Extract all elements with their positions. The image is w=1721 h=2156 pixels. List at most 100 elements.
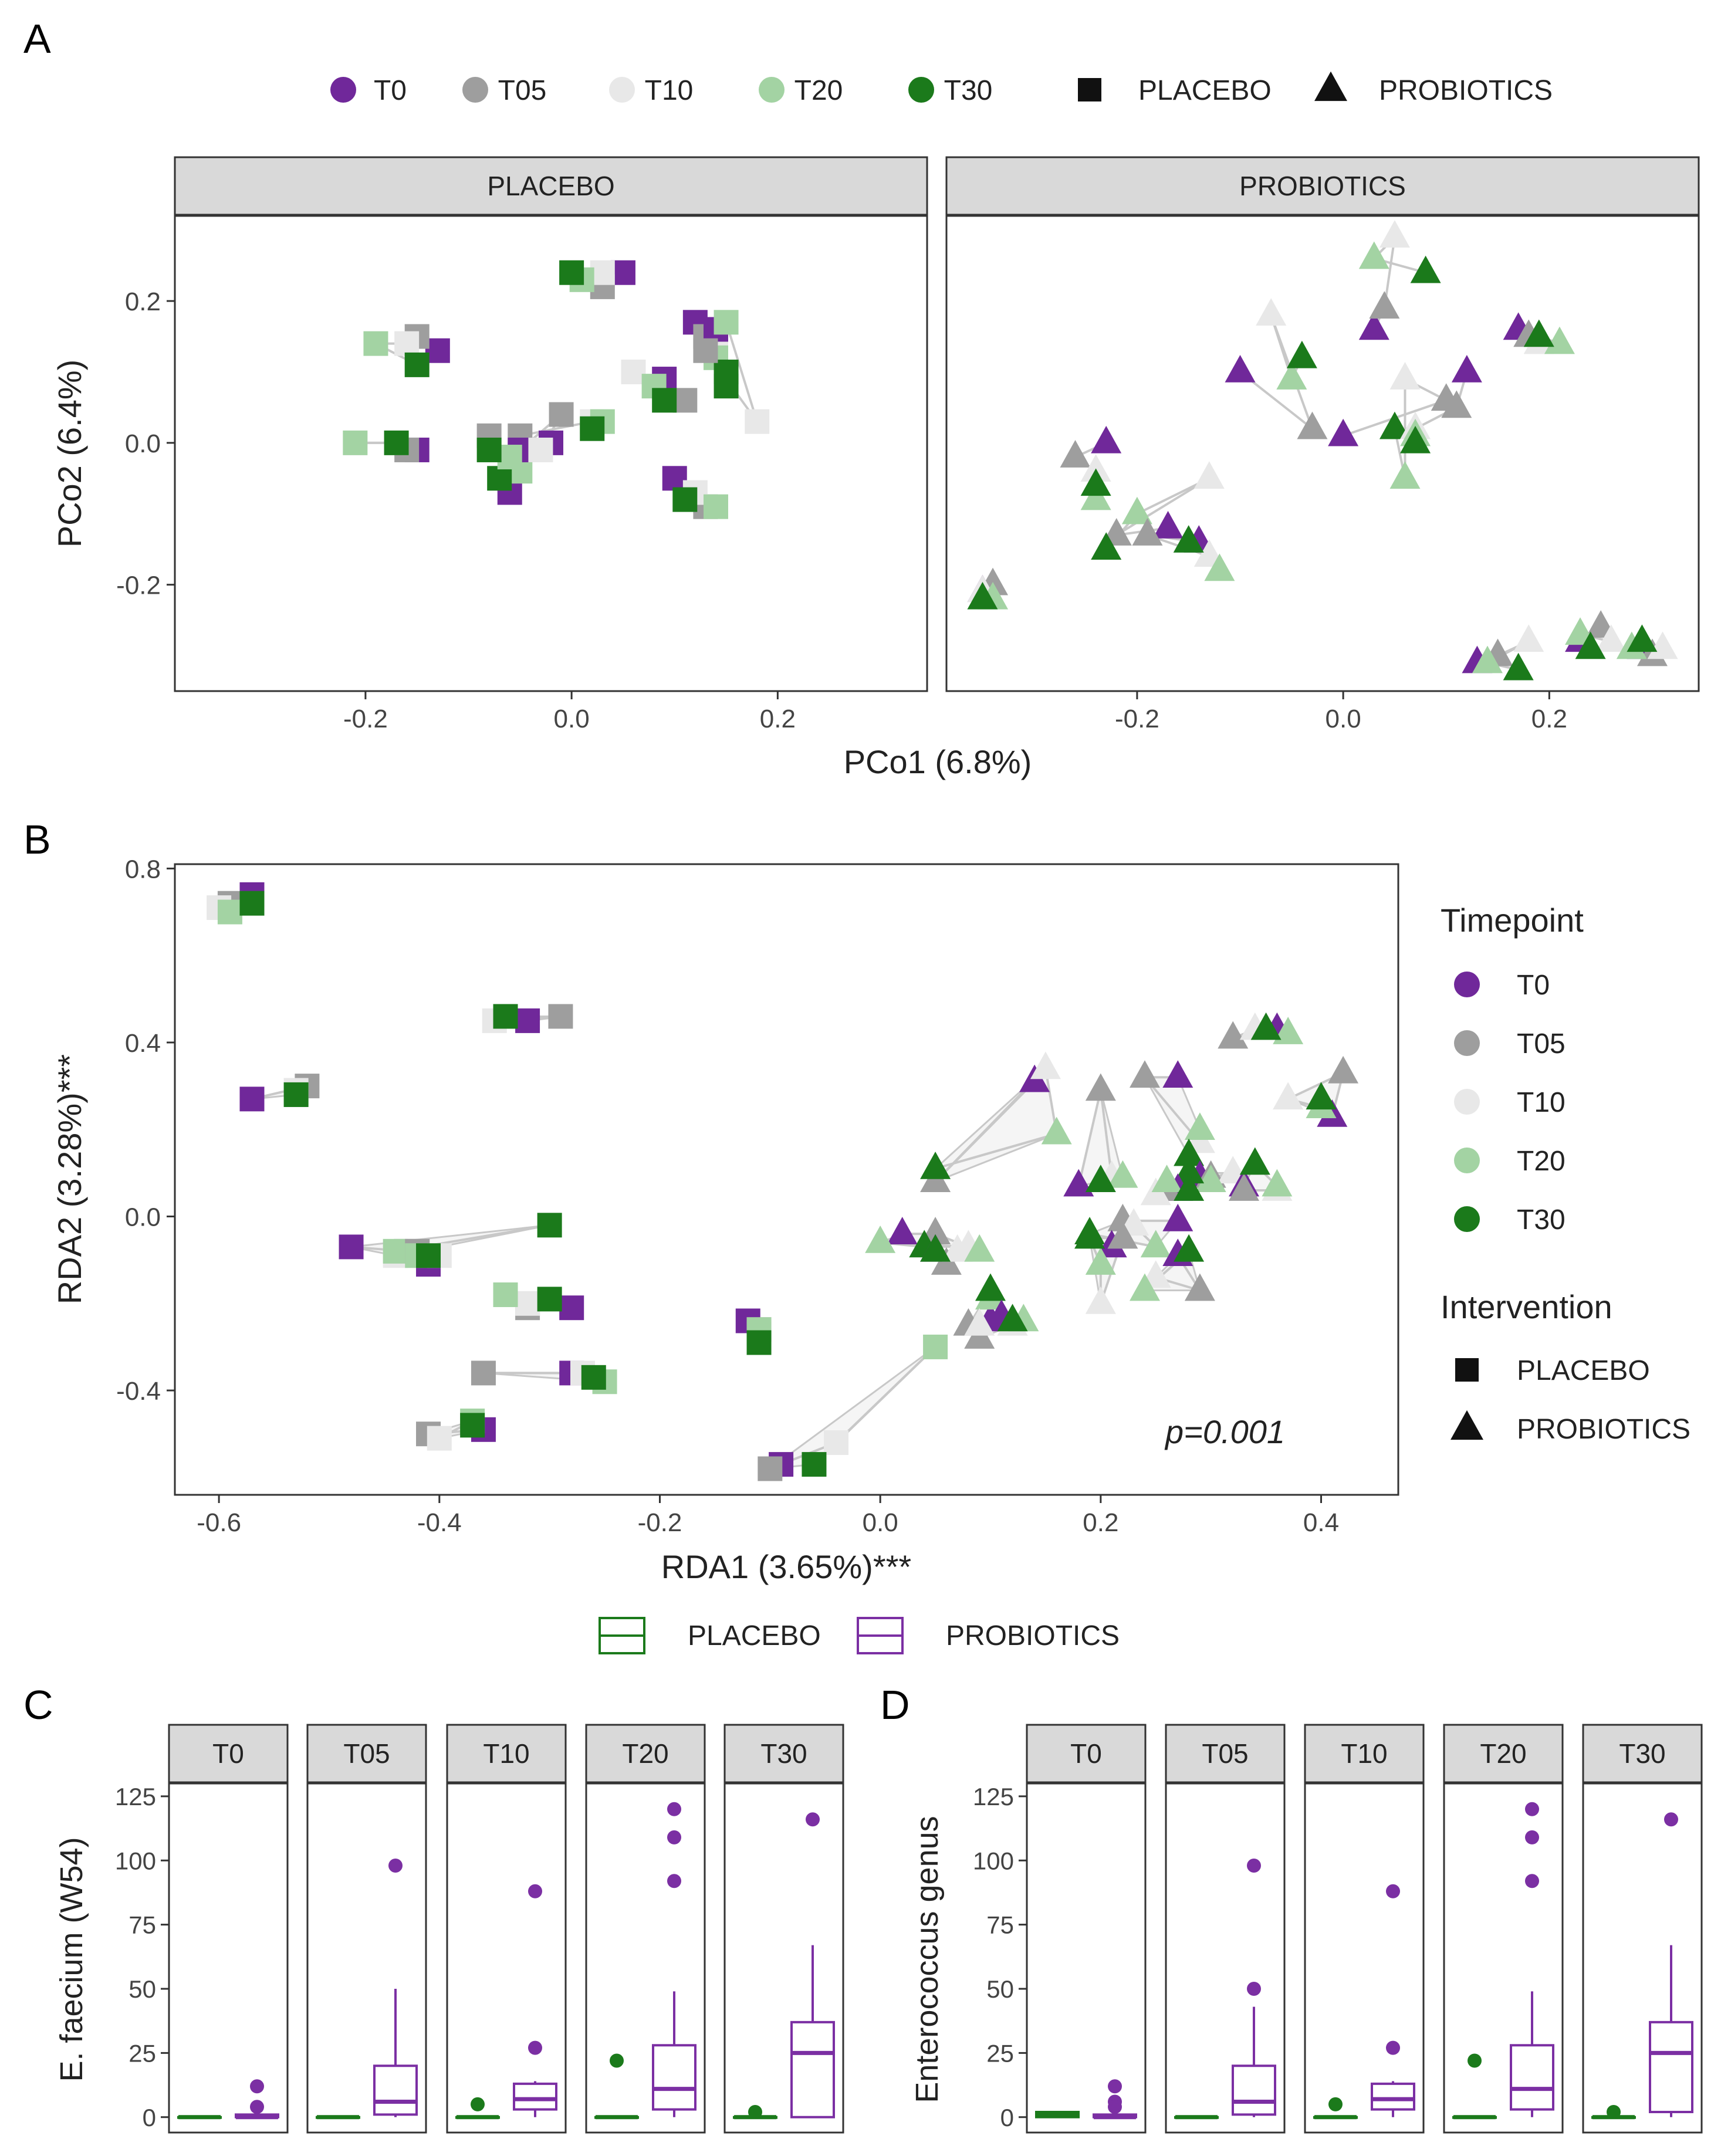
point-placebo-s1-T20 xyxy=(363,331,388,356)
point-placebo-s10-T05 xyxy=(758,1456,783,1481)
facet-T05: T05 xyxy=(1165,1724,1286,2134)
y-tick-label: 0 xyxy=(1000,2104,1014,2131)
point-placebo-s2-T30 xyxy=(283,1082,309,1107)
point-probiotics-s13-T20 xyxy=(1262,1169,1293,1197)
box-placebo-T30 xyxy=(733,2105,777,2120)
point-probiotics-s12-T10 xyxy=(1647,631,1678,659)
point-probiotics-s6-T0 xyxy=(1063,1169,1094,1197)
legend-top-label-T20: T20 xyxy=(794,75,843,106)
point-probiotics-s4-T20 xyxy=(1204,553,1235,581)
y-tick-label: 100 xyxy=(115,1847,156,1874)
y-tick-label: 25 xyxy=(986,2039,1014,2067)
point-probiotics-s12-T05 xyxy=(1107,1221,1138,1249)
point-placebo-s10-T30 xyxy=(802,1452,827,1477)
facet-T10: T10 xyxy=(1304,1724,1425,2134)
facet-placebo: PLACEBO -0.2 0.0 0.2 0.2 0.0 -0.2 xyxy=(116,156,928,733)
legend-top-dot-T20 xyxy=(759,77,785,103)
point-placebo-s9-T10 xyxy=(745,409,770,434)
outlier-point xyxy=(388,1859,403,1873)
outlier-point xyxy=(471,2097,485,2111)
point-probiotics-s10-T30 xyxy=(1503,652,1534,681)
point-placebo-s9-T20 xyxy=(714,310,739,335)
point-probiotics-s5-T30 xyxy=(1286,340,1317,368)
facet-strip-T05 xyxy=(306,1724,427,1783)
y-tick-label: 0 xyxy=(143,2104,156,2131)
point-placebo-s1-T30 xyxy=(239,891,265,916)
facet-frame xyxy=(446,1782,567,2134)
facet-background xyxy=(447,1783,566,2133)
box-placebo-T20 xyxy=(594,2053,639,2120)
legend-top-dot-T0 xyxy=(330,77,356,103)
point-probiotics-s2-T05 xyxy=(1060,440,1091,468)
legend-top-label-T0: T0 xyxy=(374,75,407,106)
point-layer xyxy=(967,220,1678,681)
facet-strip-T05 xyxy=(1165,1724,1286,1783)
y-tick-label: 0.2 xyxy=(125,287,161,316)
point-placebo-s6-T30 xyxy=(537,1287,562,1312)
box-iqr xyxy=(1510,2044,1554,2111)
outlier-point xyxy=(1468,2053,1482,2068)
point-layer xyxy=(865,1012,1359,1349)
point-placebo-s2-T30 xyxy=(384,430,409,455)
x-tick-label: -0.4 xyxy=(417,1508,462,1537)
facet-strip-T30 xyxy=(723,1724,844,1783)
facet-strip-T0 xyxy=(1026,1724,1147,1783)
point-probiotics-s15-T30 xyxy=(1306,1082,1337,1110)
outlier-point xyxy=(806,1812,820,1827)
point-probiotics-s12-T20 xyxy=(1085,1247,1116,1275)
point-probiotics-s6-T30 xyxy=(1085,1165,1116,1192)
facet-strip-label: T0 xyxy=(212,1738,244,1769)
x-tick-label: 0.0 xyxy=(1326,705,1361,733)
outlier-point xyxy=(1525,1874,1539,1888)
outlier-point xyxy=(1386,1884,1400,1898)
panel-c-efaecium: T0 T05 T10 T20 T30 125 100 75 50 25 0 E. faecium (W… xyxy=(54,1724,844,2134)
x-axis-title: PCo1 (6.8%) xyxy=(844,743,1032,780)
box-probiotics-T30 xyxy=(1649,1812,1693,2117)
legend-top: T0 T05 T10 T20 T30 PLACEBO PROBIOTICS xyxy=(330,71,1553,106)
legend-timepoint-title: Timepoint xyxy=(1441,902,1584,939)
point-probiotics-s7-T05 xyxy=(1129,1060,1160,1088)
box-placebo-T05 xyxy=(1174,2115,1219,2120)
point-placebo-s6-T10 xyxy=(515,1291,540,1316)
point-placebo-s7-T30 xyxy=(652,388,677,413)
box-probiotics-T0 xyxy=(1093,2079,1137,2120)
point-probiotics-s2-T30 xyxy=(1080,468,1111,496)
box-placebo-T0 xyxy=(177,2115,222,2120)
point-probiotics-s10-T0 xyxy=(1162,1203,1193,1231)
legend-top-label-T30: T30 xyxy=(944,75,993,106)
point-placebo-s6-T30 xyxy=(476,437,502,462)
facet-strip-label: T05 xyxy=(1202,1738,1248,1769)
point-placebo-s6-T10 xyxy=(528,437,553,462)
point-placebo-s9-T30 xyxy=(714,374,739,399)
point-probiotics-s5-T0 xyxy=(1225,354,1256,383)
facet-T30: T30 xyxy=(1582,1724,1703,2134)
box-iqr xyxy=(652,2044,696,2111)
box-placebo-T30 xyxy=(1591,2105,1636,2120)
point-probiotics-s7-T30 xyxy=(1379,411,1410,439)
point-placebo-s1-T10 xyxy=(394,331,420,356)
legend-top-label-T10: T10 xyxy=(645,75,694,106)
x-tick-label: 0.0 xyxy=(863,1508,898,1537)
x-tick-label: 0.0 xyxy=(554,705,590,733)
box-probiotics-T20 xyxy=(1510,1802,1554,2117)
point-probiotics-s2-T20 xyxy=(1080,482,1111,510)
y-tick-label: 100 xyxy=(973,1847,1014,1874)
point-probiotics-s6-T0 xyxy=(1358,312,1389,340)
outlier-point xyxy=(1108,2079,1122,2094)
legend-label-probiotics: PROBIOTICS xyxy=(1517,1414,1690,1445)
panel-label-d: D xyxy=(880,1682,910,1728)
point-probiotics-s1-T0 xyxy=(887,1217,918,1244)
facet-strip-label: T10 xyxy=(1341,1738,1387,1769)
outlier-point xyxy=(1607,2105,1621,2119)
facet-T20: T20 xyxy=(1443,1724,1564,2134)
box-iqr xyxy=(1232,2064,1276,2116)
point-probiotics-s2-T10 xyxy=(1080,454,1111,482)
panel-a-pcoa: PLACEBO -0.2 0.0 0.2 0.2 0.0 -0.2 PROBIOTICS -0.… xyxy=(51,156,1700,780)
x-tick-label: 0.4 xyxy=(1303,1508,1339,1537)
point-placebo-s10-T30 xyxy=(672,487,698,512)
point-probiotics-s11-T20 xyxy=(1129,1273,1160,1301)
facet-strip-label: T0 xyxy=(1070,1738,1102,1769)
outlier-point xyxy=(610,2053,624,2068)
facet-T0: T0 xyxy=(1026,1724,1147,2134)
outlier-point xyxy=(1664,1812,1678,1827)
